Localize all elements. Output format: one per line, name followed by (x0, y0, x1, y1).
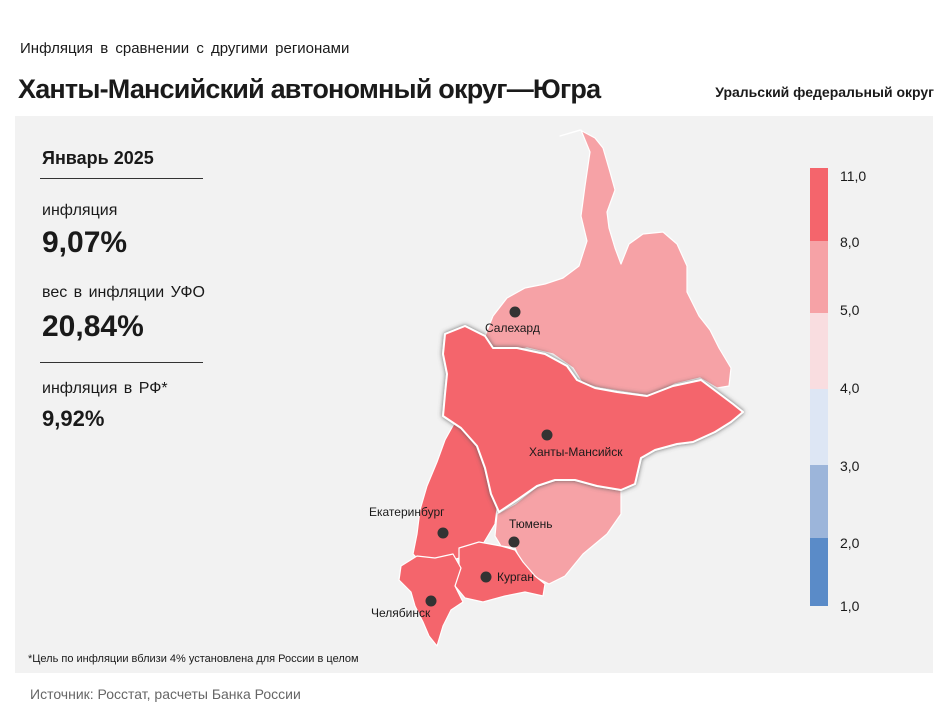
divider (40, 362, 203, 363)
page-subtitle: Инфляция в сравнении с другими регионами (20, 40, 350, 57)
city-label-chelyabinsk: Челябинск (371, 606, 431, 620)
legend-swatch-2-3 (810, 465, 828, 538)
legend-tick: 4,0 (840, 380, 860, 396)
region-kurgan (454, 541, 546, 603)
region-khanty-mansi (442, 325, 744, 513)
rf-inflation-label: инфляция в РФ* (42, 380, 168, 397)
legend-swatch-4-5 (810, 313, 828, 389)
legend-swatch-3-4 (810, 389, 828, 465)
city-label-yekaterinburg: Екатеринбург (369, 505, 445, 519)
legend-tick: 1,0 (840, 598, 860, 614)
region-map: Салехард Ханты-Мансийск Екатеринбург Тюм… (369, 129, 744, 647)
legend-tick: 11,0 (840, 168, 867, 184)
region-yamalo-nenets (484, 129, 732, 397)
legend-tick: 8,0 (840, 234, 860, 250)
city-marker-yekaterinburg (437, 527, 449, 539)
city-markers: Салехард Ханты-Мансийск Екатеринбург Тюм… (369, 306, 623, 620)
legend-swatch-5-8 (810, 241, 828, 313)
weight-value: 20,84% (42, 310, 144, 343)
federal-district-label: Уральский федеральный округ (715, 84, 934, 100)
legend-swatch-1-2 (810, 538, 828, 606)
city-marker-chelyabinsk (425, 595, 437, 607)
city-marker-kurgan (480, 571, 492, 583)
city-label-salekhard: Салехард (485, 321, 540, 335)
city-marker-khanty-mansiysk (541, 429, 553, 441)
inflation-label: инфляция (42, 202, 118, 219)
city-label-tyumen: Тюмень (509, 517, 552, 531)
legend-tick: 3,0 (840, 458, 860, 474)
rf-inflation-value: 9,92% (42, 406, 105, 431)
weight-label: вес в инфляции УФО (42, 284, 205, 301)
inflation-value: 9,07% (42, 226, 128, 259)
city-label-kurgan: Курган (497, 570, 534, 584)
source-note: Источник: Росстат, расчеты Банка России (30, 686, 301, 702)
city-label-khanty-mansiysk: Ханты-Мансийск (529, 445, 623, 459)
content-panel: Январь 2025 инфляция 9,07% вес в инфляци… (15, 116, 933, 673)
legend-swatch-8-11 (810, 168, 828, 241)
period-label: Январь 2025 (42, 148, 154, 168)
city-marker-salekhard (509, 306, 521, 318)
city-marker-tyumen (508, 536, 520, 548)
footnote: *Цель по инфляции вблизи 4% установлена … (28, 653, 359, 665)
legend-tick: 2,0 (840, 535, 860, 551)
page-title: Ханты-Мансийский автономный округ—Югра (18, 74, 601, 104)
legend-tick: 5,0 (840, 302, 860, 318)
divider (40, 178, 203, 179)
